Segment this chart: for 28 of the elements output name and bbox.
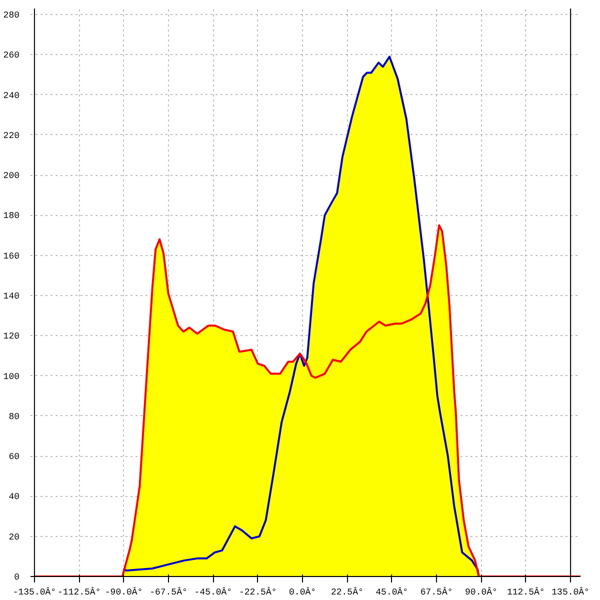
y-tick-label: 220 [3, 130, 20, 141]
y-tick-label: 120 [3, 332, 20, 342]
x-tick-label: 45.0Â° [376, 586, 408, 598]
y-tick-label: 240 [3, 90, 20, 101]
x-tick-label: 90.0Â° [465, 586, 498, 598]
y-tick-label: 160 [3, 251, 20, 262]
y-tick-label: 80 [8, 412, 20, 422]
y-tick-label: 140 [3, 292, 20, 302]
y-tick-label: 20 [8, 532, 20, 542]
y-tick-label: 200 [3, 171, 20, 182]
y-tick-label: 180 [3, 211, 20, 222]
y-tick-label: 60 [8, 452, 20, 462]
y-tick-label: 100 [3, 372, 20, 382]
x-tick-label: -112.5Â° [58, 586, 101, 598]
x-tick-label: -135.0Â° [12, 586, 56, 598]
y-tick-label: 40 [8, 492, 20, 502]
x-tick-label: 112.5Â° [506, 586, 545, 598]
x-tick-label: -67.5Â° [150, 586, 188, 598]
x-tick-label: 67.5Â° [420, 586, 453, 598]
y-tick-label: 280 [3, 10, 20, 21]
x-tick-label: 0.0Â° [289, 586, 316, 598]
y-tick-label: 260 [3, 50, 20, 61]
x-tick-label: 135.0Â° [552, 586, 590, 598]
x-tick-label: 22.5Â° [330, 586, 364, 598]
y-tick-label: 0 [14, 572, 20, 582]
x-tick-label: -22.5Â° [238, 586, 277, 598]
x-tick-label: -45.0Â° [194, 586, 232, 598]
x-tick-label: -90.0Â° [104, 586, 143, 598]
